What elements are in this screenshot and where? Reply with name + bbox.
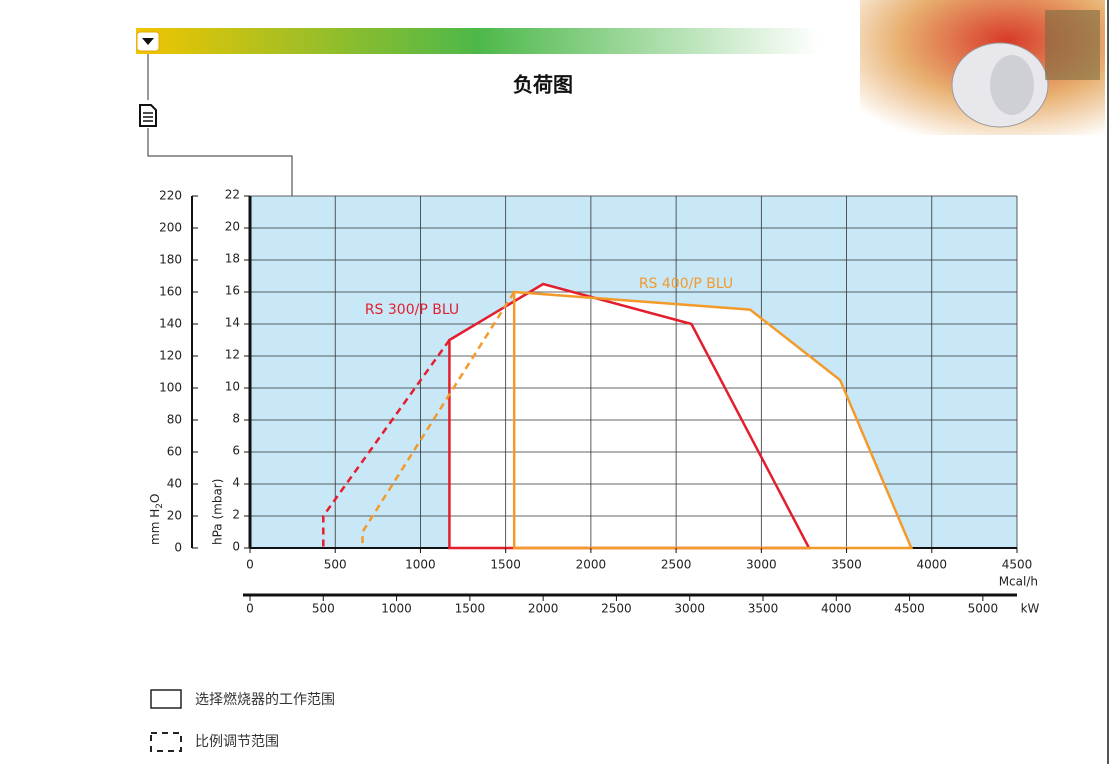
page-title: 负荷图 — [513, 73, 573, 97]
chart: RS 300/P BLU RS 400/P BLU 0 2 4 6 8 10 12 14 16 18 2… — [148, 188, 1040, 616]
y2-tick-label: 200 — [159, 221, 182, 235]
x-tick-label: 4000 — [917, 558, 948, 572]
x2-tick-label: 1000 — [381, 602, 412, 616]
y2-axis-label-part: mm H — [148, 509, 162, 545]
header-photo — [860, 0, 1105, 135]
y-tick-label: 10 — [225, 380, 240, 394]
x2-axis-label: kW — [1021, 602, 1040, 616]
series-label: RS 400/P BLU — [639, 276, 733, 292]
x-tick-label: 3000 — [746, 558, 777, 572]
modulation-line — [322, 339, 451, 548]
y2-axis-label-part: 2 — [155, 503, 165, 509]
y-tick-label: 8 — [232, 412, 240, 426]
y-axis-label: hPa (mbar) — [211, 479, 225, 545]
y2-tick-label: 220 — [159, 189, 182, 203]
working-range-line — [512, 290, 914, 550]
y-tick-label: 20 — [225, 220, 240, 234]
legend-label: 比例调节范围 — [195, 733, 279, 750]
y-tick-label: 18 — [225, 252, 240, 266]
y-tick-label: 12 — [225, 348, 240, 362]
y2-tick-label: 60 — [167, 445, 182, 459]
x-tick-label: 2000 — [576, 558, 607, 572]
x-axis-label: Mcal/h — [999, 575, 1038, 589]
y2-tick-label: 0 — [174, 541, 182, 555]
y2-tick-label: 140 — [159, 317, 182, 331]
x2-tick-label: 4000 — [821, 602, 852, 616]
x-tick-label: 3500 — [831, 558, 862, 572]
x2-tick-label: 2500 — [601, 602, 632, 616]
y2-tick-label: 40 — [167, 477, 182, 491]
y-tick-label: 22 — [225, 188, 240, 202]
connector — [147, 128, 293, 196]
x-tick-label: 0 — [246, 558, 254, 572]
x-tick-label: 2500 — [661, 558, 692, 572]
header-band — [136, 28, 820, 54]
x2-tick-label: 3500 — [748, 602, 779, 616]
legend-solid-box — [150, 689, 182, 709]
y-tick-label: 16 — [225, 284, 240, 298]
x2-tick-label: 500 — [312, 602, 335, 616]
legend-label: 选择燃烧器的工作范围 — [195, 691, 335, 708]
x2-tick-label: 4500 — [894, 602, 925, 616]
y-tick-label: 2 — [232, 508, 240, 522]
x2-tick-label: 5000 — [968, 602, 999, 616]
y2-axis-label: mm H2O — [148, 494, 165, 545]
modulation-line — [361, 291, 516, 548]
x-tick-label: 500 — [324, 558, 347, 572]
x2-tick-label: 2000 — [528, 602, 559, 616]
x2-tick-label: 3000 — [674, 602, 705, 616]
x2-tick-label: 1500 — [455, 602, 486, 616]
x-tick-label: 1500 — [490, 558, 521, 572]
y2-tick-label: 180 — [159, 253, 182, 267]
series-label: RS 300/P BLU — [365, 302, 459, 318]
y-tick-label: 0 — [232, 540, 240, 554]
y2-tick-label: 100 — [159, 381, 182, 395]
x-tick-label: 4500 — [1002, 558, 1033, 572]
document-icon — [139, 104, 157, 127]
y-tick-label: 14 — [225, 316, 240, 330]
y2-axis-label-part: O — [148, 494, 162, 503]
legend-dashed-box — [150, 732, 182, 752]
dropdown-arrow — [142, 38, 154, 45]
y-tick-label: 4 — [232, 476, 240, 490]
y2-tick-label: 120 — [159, 349, 182, 363]
y2-tick-label: 160 — [159, 285, 182, 299]
y2-tick-label: 20 — [167, 509, 182, 523]
y2-tick-label: 80 — [167, 413, 182, 427]
x-tick-label: 1000 — [405, 558, 436, 572]
y-tick-label: 6 — [232, 444, 240, 458]
x2-tick-label: 0 — [246, 602, 254, 616]
